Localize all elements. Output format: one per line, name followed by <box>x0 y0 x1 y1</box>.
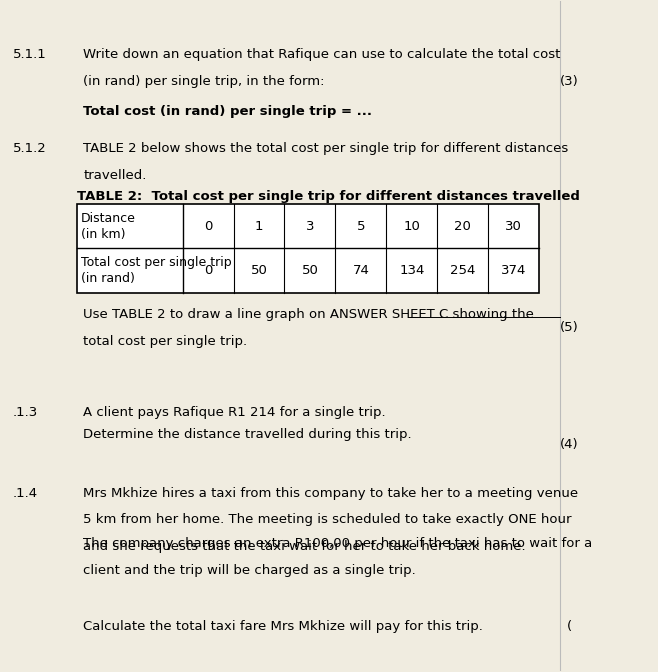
Text: 5: 5 <box>357 220 365 233</box>
Text: 0: 0 <box>204 264 213 277</box>
Text: Total cost (in rand) per single trip = ...: Total cost (in rand) per single trip = .… <box>83 105 372 118</box>
Text: Total cost per single trip
(in rand): Total cost per single trip (in rand) <box>81 256 232 285</box>
Text: 30: 30 <box>505 220 522 233</box>
Text: TABLE 2 below shows the total cost per single trip for different distances: TABLE 2 below shows the total cost per s… <box>83 142 569 155</box>
Text: 3: 3 <box>306 220 314 233</box>
Text: 50: 50 <box>251 264 267 277</box>
Text: Determine the distance travelled during this trip.: Determine the distance travelled during … <box>83 428 412 442</box>
Text: 10: 10 <box>403 220 420 233</box>
Text: 374: 374 <box>501 264 526 277</box>
Text: (: ( <box>567 620 572 634</box>
Text: .1.3: .1.3 <box>13 407 38 419</box>
Text: (4): (4) <box>559 438 578 452</box>
Text: TABLE 2:  Total cost per single trip for different distances travelled: TABLE 2: Total cost per single trip for … <box>78 190 580 203</box>
Text: 134: 134 <box>399 264 424 277</box>
Text: and she requests that the taxi wait for her to take her back home.: and she requests that the taxi wait for … <box>83 540 526 553</box>
Text: The company charges an extra R100,00 per hour if the taxi has to wait for a: The company charges an extra R100,00 per… <box>83 537 592 550</box>
Text: Mrs Mkhize hires a taxi from this company to take her to a meeting venue: Mrs Mkhize hires a taxi from this compan… <box>83 487 578 499</box>
Text: Distance
(in km): Distance (in km) <box>81 212 136 241</box>
Text: 20: 20 <box>454 220 471 233</box>
Text: 5.1.2: 5.1.2 <box>13 142 47 155</box>
Text: 74: 74 <box>353 264 369 277</box>
Text: Use TABLE 2 to draw a line graph on ANSWER SHEET C showing the: Use TABLE 2 to draw a line graph on ANSW… <box>83 308 534 321</box>
Bar <box>78 204 539 292</box>
Text: Write down an equation that Rafique can use to calculate the total cost: Write down an equation that Rafique can … <box>83 48 561 61</box>
Text: client and the trip will be charged as a single trip.: client and the trip will be charged as a… <box>83 564 416 577</box>
Text: 50: 50 <box>301 264 318 277</box>
Text: 254: 254 <box>450 264 476 277</box>
Text: (in rand) per single trip, in the form:: (in rand) per single trip, in the form: <box>83 75 324 88</box>
Text: total cost per single trip.: total cost per single trip. <box>83 335 247 347</box>
Text: travelled.: travelled. <box>83 169 147 181</box>
Text: Calculate the total taxi fare Mrs Mkhize will pay for this trip.: Calculate the total taxi fare Mrs Mkhize… <box>83 620 483 634</box>
Text: 5.1.1: 5.1.1 <box>13 48 47 61</box>
Text: .1.4: .1.4 <box>13 487 38 499</box>
Text: A client pays Rafique R1 214 for a single trip.: A client pays Rafique R1 214 for a singl… <box>83 407 386 419</box>
Text: (3): (3) <box>559 75 578 88</box>
Text: (5): (5) <box>559 321 578 334</box>
Text: 5 km from her home. The meeting is scheduled to take exactly ONE hour: 5 km from her home. The meeting is sched… <box>83 513 572 526</box>
Text: 1: 1 <box>255 220 263 233</box>
Text: 0: 0 <box>204 220 213 233</box>
